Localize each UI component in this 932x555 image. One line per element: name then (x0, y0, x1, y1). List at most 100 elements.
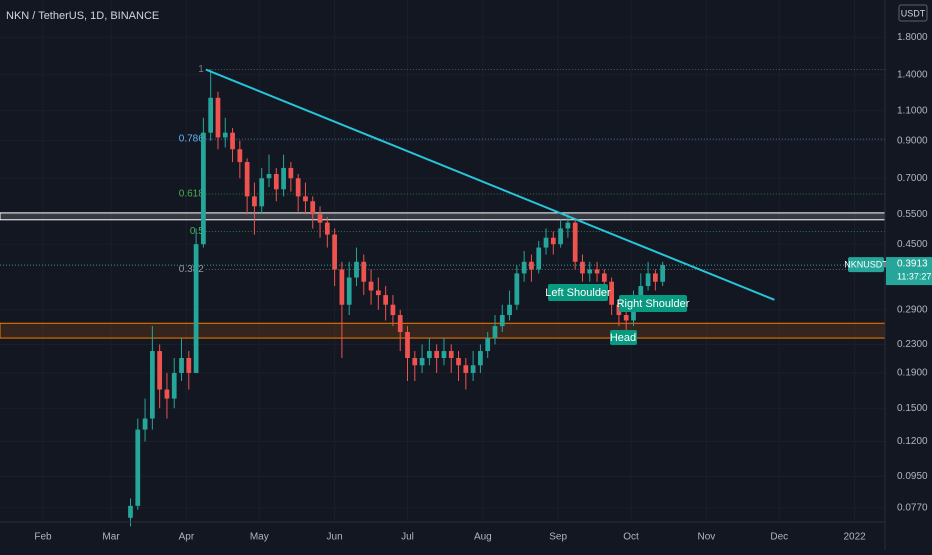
countdown: 11:37:27 (897, 271, 931, 281)
candle-body (470, 365, 476, 373)
candle-body (507, 304, 512, 316)
candle-body (499, 315, 505, 327)
candle-body (587, 269, 593, 274)
candle-body (303, 196, 308, 202)
y-tick-label: 0.0770 (897, 502, 928, 513)
candle-body (412, 357, 418, 366)
candle-body (149, 351, 155, 419)
annotation-box (610, 330, 637, 345)
candle-body (354, 261, 359, 278)
fib-label: 0.786 (179, 134, 204, 145)
candle-body (157, 351, 163, 390)
candle-body (645, 273, 651, 287)
symbol-box (848, 257, 884, 273)
candle-body (193, 244, 199, 373)
candle-body (616, 304, 622, 316)
candle-body (332, 234, 337, 270)
x-tick-label: Nov (697, 532, 715, 543)
candle-body (463, 365, 469, 373)
candle-body (448, 351, 454, 358)
candle-body (208, 97, 214, 133)
candle-body (434, 351, 440, 358)
y-tick-label: 0.1200 (897, 436, 928, 447)
y-tick-label: 1.1000 (897, 105, 928, 116)
annotation: Left Shoulder (545, 284, 611, 301)
candle-body (456, 357, 461, 366)
candle-body (405, 331, 410, 358)
candle-body (375, 290, 381, 296)
candle-body (580, 261, 585, 274)
candle-body (201, 132, 206, 245)
zone (0, 212, 886, 221)
candle-body (390, 304, 396, 316)
candle-body (281, 167, 286, 190)
zone (0, 322, 886, 339)
annotation: Head (610, 330, 637, 345)
symbol-label: NKNUSDT (844, 259, 888, 269)
x-tick-label: Oct (623, 532, 639, 543)
currency: USDT (901, 8, 926, 18)
candle-body (142, 418, 148, 430)
candle-body (558, 228, 563, 245)
candle-body (237, 149, 243, 163)
x-tick-label: Jul (401, 532, 414, 543)
candle-body (601, 273, 607, 282)
y-tick-label: 0.0950 (897, 471, 928, 482)
candle-body (288, 167, 294, 179)
annotation-box (548, 284, 608, 301)
y-tick-label: 0.5500 (897, 209, 928, 220)
annotation: Right Shoulder (617, 295, 690, 312)
candle-body (324, 222, 330, 235)
trendline (205, 68, 775, 301)
candle-body (179, 357, 184, 373)
candle-body (514, 273, 520, 305)
candle-body (164, 389, 170, 399)
chart-title: NKN / TetherUS, 1D, BINANCE (6, 10, 159, 22)
candle-body (536, 247, 542, 270)
candle-body (485, 338, 491, 352)
candle-body (215, 97, 221, 138)
candle-body (492, 326, 498, 339)
candle-body (529, 261, 534, 270)
candle-body (171, 372, 177, 399)
candle-body (638, 286, 644, 300)
y-tick-label: 1.4000 (897, 69, 928, 80)
candle-body (135, 429, 141, 506)
candle-body (252, 196, 257, 207)
y-tick-label: 0.7000 (897, 173, 928, 184)
candle-body (361, 261, 367, 282)
candle-body (273, 174, 279, 190)
candle-body (397, 315, 403, 332)
candle-body (441, 351, 447, 358)
candle-body (521, 261, 527, 274)
candle-body (383, 295, 389, 305)
candle-body (310, 201, 316, 215)
annotation-text: Head (610, 332, 636, 344)
candle-body (543, 237, 549, 248)
candle-body (186, 357, 192, 373)
candle-body (565, 222, 571, 229)
candle-body (222, 132, 228, 138)
fib-label: 1 (198, 64, 204, 75)
x-tick-label: May (250, 532, 269, 543)
candle-body (339, 269, 345, 305)
price-label: 0.3913 (897, 259, 928, 270)
annotation-box (619, 295, 687, 312)
candle-body (419, 357, 425, 366)
fib-label: 0.382 (179, 264, 204, 275)
x-tick-label: Aug (474, 532, 492, 543)
x-tick-label: Mar (102, 532, 120, 543)
candle-body (295, 178, 301, 197)
annotation-text: Left Shoulder (545, 287, 611, 299)
fib-label: 0.5 (190, 226, 204, 237)
y-tick-label: 1.8000 (897, 32, 928, 43)
candle-body (368, 281, 374, 291)
candle-body (230, 132, 235, 150)
y-tick-label: 0.2900 (897, 304, 928, 315)
x-tick-label: Dec (770, 532, 788, 543)
x-tick-label: Sep (549, 532, 567, 543)
x-tick-label: Jun (327, 532, 343, 543)
candle-body (609, 281, 614, 305)
